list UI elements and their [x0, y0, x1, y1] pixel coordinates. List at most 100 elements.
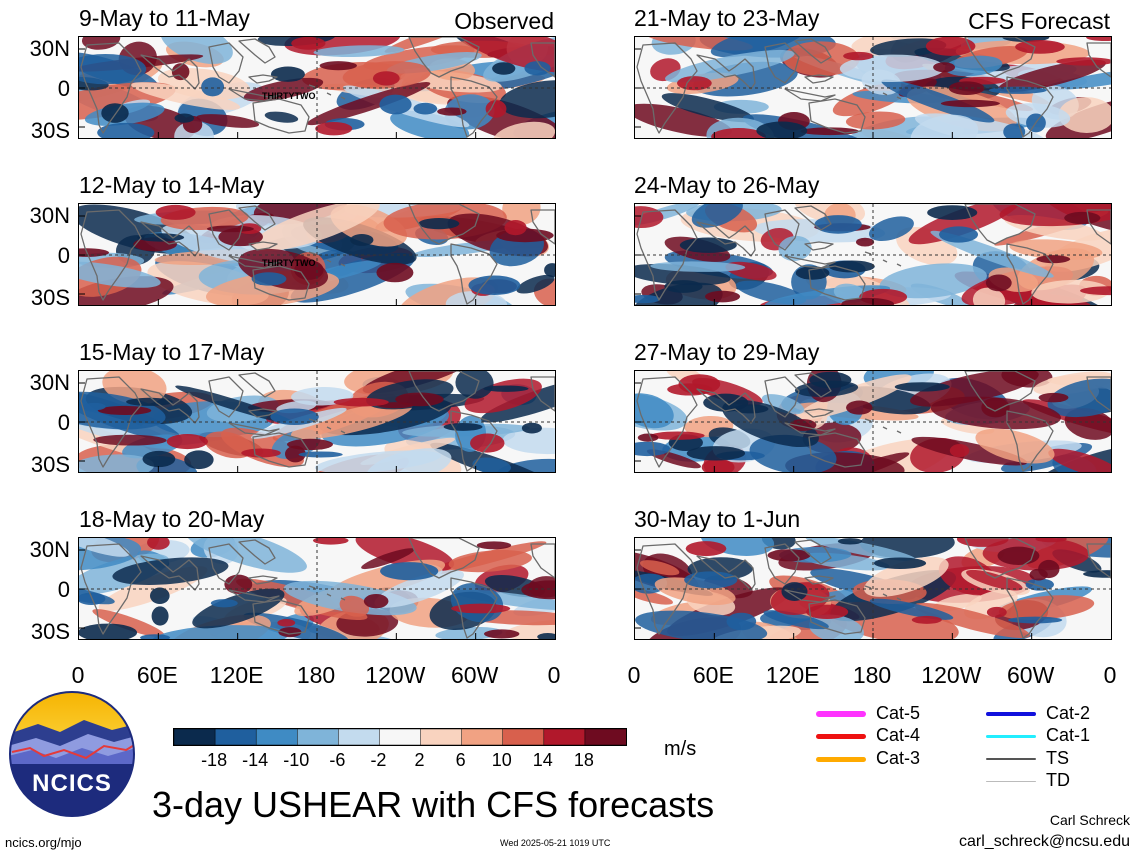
shear-contour — [374, 569, 464, 608]
shear-contour — [251, 204, 380, 252]
shear-contour — [350, 234, 374, 246]
shear-contour — [873, 557, 927, 569]
shear-contour — [1056, 57, 1111, 66]
shear-contour — [376, 262, 414, 283]
shear-contour — [679, 237, 737, 253]
coastline — [794, 205, 832, 231]
lat-tick-label: 0 — [57, 243, 70, 268]
lat-tick-label: 30S — [30, 285, 70, 310]
coastline — [636, 42, 698, 134]
shear-contour — [270, 66, 305, 82]
colorbar-tick-label: -10 — [283, 750, 310, 770]
shear-contour — [206, 225, 254, 233]
shear-contour — [846, 400, 873, 415]
lon-tick-label: 0 — [1103, 662, 1117, 688]
shear-contour — [97, 405, 152, 416]
coastline — [252, 265, 310, 301]
coastline — [140, 221, 200, 257]
coastline — [696, 54, 756, 90]
shear-contour — [711, 128, 766, 138]
coastline — [80, 209, 142, 301]
lat-tick-label: 30N — [29, 36, 70, 61]
legend-line-cat-4 — [816, 733, 866, 739]
shear-contour — [443, 422, 483, 431]
colorbar-tick-label: 14 — [532, 750, 553, 770]
shear-contour — [147, 538, 170, 550]
coastline — [80, 42, 142, 134]
shear-contour — [544, 263, 555, 278]
map-panel-8 — [634, 537, 1112, 640]
shear-contour — [496, 458, 555, 472]
coastline — [964, 538, 1036, 579]
shear-contour — [319, 61, 357, 71]
shear-contour — [448, 550, 532, 573]
legend-line-cat-5 — [816, 711, 866, 717]
lon-tick-label: 60E — [692, 662, 734, 688]
colorbar-tick-label: -14 — [242, 750, 269, 770]
legend-label-ts: TS — [1046, 748, 1070, 768]
storm-label-2: THIRTYTWO — [262, 258, 316, 268]
panel-2-title: 21-May to 23-May — [634, 5, 820, 31]
coastline — [964, 204, 1036, 245]
shear-contour — [151, 606, 169, 626]
shear-contour — [175, 385, 295, 425]
shear-contour — [650, 431, 705, 440]
coastline — [208, 209, 280, 269]
coastline — [530, 209, 555, 245]
coastline — [864, 418, 902, 434]
map-panel-4 — [634, 203, 1112, 306]
shear-contour — [841, 297, 895, 305]
shear-contour — [166, 433, 209, 450]
lon-tick-label: 60W — [451, 662, 499, 688]
shear-contour — [925, 37, 976, 56]
shear-contour — [79, 261, 161, 288]
coastline — [964, 371, 1036, 412]
shear-contour — [131, 82, 241, 110]
colorbar-tick-label: 2 — [414, 750, 425, 770]
ncics-logo — [8, 690, 136, 818]
shear-contour — [413, 102, 438, 115]
coastline — [794, 372, 832, 398]
lon-tick-label: 60E — [136, 662, 178, 688]
shear-contour — [650, 261, 746, 272]
shear-contour — [435, 627, 503, 639]
shear-contour — [241, 448, 281, 458]
coastline — [140, 54, 200, 90]
shear-contour — [1008, 616, 1063, 624]
map-panel-5 — [78, 370, 556, 473]
shear-contour — [264, 111, 299, 123]
shear-contour — [492, 62, 516, 75]
map-panel-2 — [634, 36, 1112, 139]
shear-contour — [285, 445, 306, 463]
shear-contour — [502, 427, 555, 455]
shear-contour — [933, 62, 955, 73]
colorbar-swatch — [502, 728, 545, 746]
shear-contour — [985, 274, 1012, 292]
coastline — [140, 388, 200, 424]
shear-contour — [635, 282, 723, 305]
shear-contour — [939, 226, 979, 243]
legend-label-cat-5: Cat-5 — [876, 703, 921, 723]
shear-contour — [685, 541, 727, 557]
shear-contour — [380, 562, 439, 581]
lat-tick-label: 0 — [57, 577, 70, 602]
shear-field — [79, 37, 555, 138]
coastline — [308, 418, 346, 434]
shear-contour — [492, 121, 555, 138]
coastline — [1006, 243, 1054, 305]
shear-contour — [521, 580, 555, 600]
coastline — [308, 251, 346, 267]
shear-contour — [455, 371, 494, 399]
shear-contour — [278, 627, 302, 638]
coastline — [450, 243, 498, 305]
panel-4-title: 24-May to 26-May — [634, 172, 820, 198]
coastline — [808, 432, 866, 468]
shear-contour — [83, 402, 106, 411]
shear-contour — [312, 538, 349, 545]
site-link[interactable]: ncics.org/mjo — [5, 835, 82, 850]
panel-7-title: 18-May to 20-May — [79, 506, 265, 532]
shear-contour — [112, 557, 229, 585]
shear-contour — [290, 402, 413, 440]
coastline — [252, 98, 310, 134]
colorbar-swatch — [543, 728, 586, 746]
